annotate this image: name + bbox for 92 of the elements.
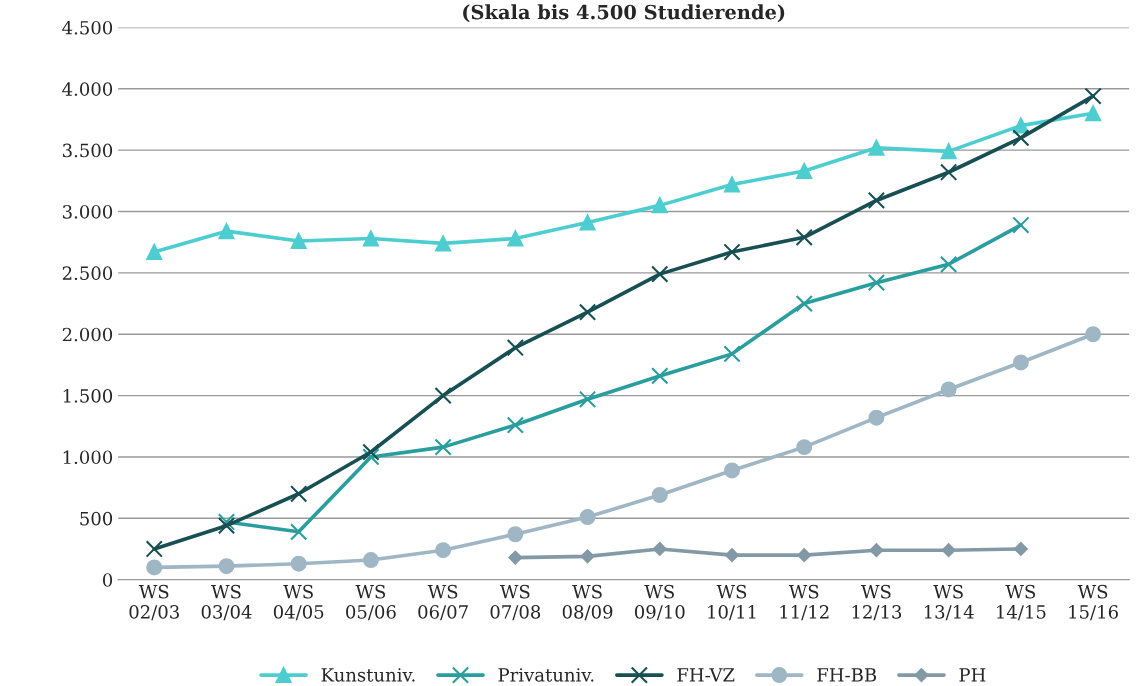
y-tick-label: 0 — [102, 573, 113, 587]
y-tick-label: 1.500 — [63, 389, 113, 403]
point — [218, 223, 235, 240]
point — [362, 448, 380, 466]
point — [1013, 542, 1028, 556]
legend-label: FH-VZ — [677, 668, 735, 682]
point — [723, 345, 741, 363]
y-tick-label: 4.500 — [62, 20, 113, 35]
point — [580, 549, 595, 564]
point — [290, 555, 307, 572]
point — [651, 367, 669, 385]
x-tick-label: WS 11/12 — [780, 584, 829, 621]
legend-label: FH-BB — [817, 668, 877, 682]
point — [362, 443, 380, 461]
point — [797, 548, 812, 563]
x-tick-label: WS 15/16 — [1069, 584, 1118, 621]
point — [435, 235, 452, 252]
point — [507, 526, 524, 543]
x-tick-label: WS 14/15 — [997, 584, 1046, 621]
point — [578, 303, 597, 321]
point — [579, 509, 596, 526]
point — [290, 523, 308, 541]
point — [507, 230, 524, 247]
point — [724, 462, 740, 479]
point — [940, 381, 957, 398]
point — [506, 416, 525, 434]
y-tick-label: 3.500 — [62, 143, 113, 158]
point — [725, 548, 739, 563]
point — [145, 540, 163, 558]
x-tick-label: WS 09/10 — [634, 584, 685, 621]
point — [217, 513, 236, 531]
point — [939, 163, 958, 181]
point — [651, 197, 668, 214]
x-tick-label: WS 06/07 — [418, 584, 468, 621]
point — [651, 487, 668, 503]
point — [724, 176, 740, 193]
point — [796, 163, 813, 179]
point — [652, 542, 667, 556]
point — [795, 294, 813, 313]
chart-title: (Skala bis 4.500 Studierende) — [463, 4, 785, 23]
point — [867, 274, 886, 292]
point — [795, 228, 813, 246]
point — [796, 439, 813, 456]
point — [941, 543, 956, 558]
x-tick-label: WS 13/14 — [924, 584, 974, 621]
x-tick-label: WS 05/06 — [346, 584, 396, 621]
point — [651, 265, 669, 283]
y-tick-label: 500 — [80, 511, 113, 526]
point — [146, 244, 163, 260]
x-tick-label: WS 03/04 — [201, 584, 252, 621]
point — [1085, 105, 1102, 122]
y-tick-label: 3.000 — [62, 204, 113, 219]
point — [290, 485, 308, 503]
point — [290, 232, 307, 249]
point — [362, 230, 379, 247]
point — [434, 386, 452, 405]
y-tick-label: 1.000 — [63, 450, 113, 465]
point — [508, 550, 523, 565]
point — [146, 559, 163, 576]
point — [1012, 354, 1029, 371]
point — [218, 558, 235, 575]
point — [869, 543, 884, 558]
point — [362, 552, 379, 569]
point — [434, 438, 452, 456]
point — [939, 255, 958, 273]
x-tick-label: WS 02/03 — [129, 584, 179, 621]
point — [1084, 87, 1102, 105]
legend-label: Kunstuniv. — [321, 668, 415, 682]
point — [868, 409, 885, 426]
point — [435, 542, 452, 559]
y-tick-label: 2.500 — [62, 266, 113, 280]
x-tick-label: WS 04/05 — [273, 584, 324, 621]
point — [506, 339, 525, 357]
x-tick-label: WS 07/08 — [490, 584, 541, 621]
x-tick-label: WS 12/13 — [852, 584, 902, 621]
point — [1012, 129, 1030, 147]
point — [940, 143, 957, 160]
point — [579, 214, 596, 231]
y-tick-label: 4.000 — [62, 82, 113, 96]
x-tick-label: WS 08/09 — [562, 584, 613, 621]
point — [868, 139, 885, 156]
point — [1012, 117, 1029, 134]
point — [1085, 326, 1102, 343]
point — [723, 243, 741, 261]
y-tick-label: 2.000 — [62, 327, 113, 342]
legend-label: PH — [959, 668, 986, 682]
legend-label: Privatuniv. — [498, 668, 594, 682]
x-tick-label: WS 10/11 — [708, 584, 756, 621]
point — [867, 191, 886, 210]
point — [217, 516, 236, 535]
point — [578, 390, 597, 408]
point — [1012, 216, 1030, 234]
